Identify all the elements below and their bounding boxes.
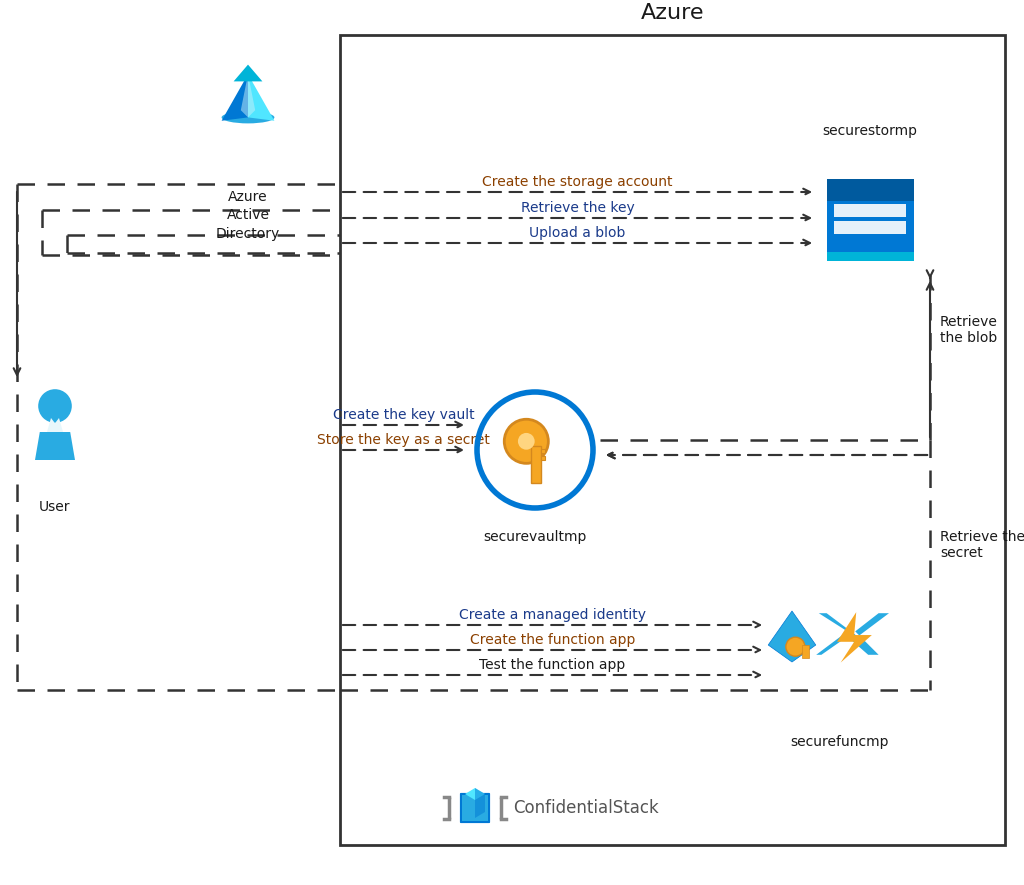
FancyBboxPatch shape (834, 204, 906, 217)
Text: User: User (39, 500, 71, 514)
FancyBboxPatch shape (834, 221, 906, 234)
Circle shape (785, 637, 805, 656)
Polygon shape (47, 418, 63, 432)
Text: Create the key vault: Create the key vault (333, 408, 474, 422)
Text: securestormp: securestormp (822, 124, 918, 138)
FancyBboxPatch shape (826, 252, 913, 260)
Circle shape (38, 389, 72, 423)
Text: Retrieve the key: Retrieve the key (520, 201, 635, 215)
Polygon shape (35, 432, 75, 460)
Text: securevaultmp: securevaultmp (483, 530, 587, 544)
Text: Azure
Active
Directory: Azure Active Directory (216, 190, 281, 241)
Text: Upload a blob: Upload a blob (529, 226, 626, 240)
Polygon shape (816, 613, 889, 655)
Text: Retrieve
the blob: Retrieve the blob (940, 315, 997, 345)
FancyBboxPatch shape (530, 446, 541, 483)
Text: Create the storage account: Create the storage account (482, 175, 673, 189)
Circle shape (518, 433, 535, 450)
FancyBboxPatch shape (541, 456, 546, 459)
Text: Store the key as a secret: Store the key as a secret (317, 433, 489, 447)
FancyBboxPatch shape (802, 645, 809, 658)
Ellipse shape (221, 112, 274, 123)
Polygon shape (241, 74, 255, 118)
Polygon shape (465, 788, 485, 800)
Polygon shape (837, 612, 871, 663)
Polygon shape (475, 788, 485, 818)
Text: Test the function app: Test the function app (479, 658, 626, 672)
Text: Create the function app: Create the function app (470, 633, 635, 647)
Text: Azure: Azure (641, 3, 705, 23)
Polygon shape (221, 74, 248, 120)
Text: Retrieve the
secret: Retrieve the secret (940, 530, 1024, 560)
Polygon shape (233, 65, 262, 81)
Text: ConfidentialStack: ConfidentialStack (513, 799, 658, 817)
FancyBboxPatch shape (541, 449, 546, 453)
FancyBboxPatch shape (461, 794, 489, 822)
Polygon shape (768, 611, 816, 662)
Text: securefuncmp: securefuncmp (791, 735, 889, 749)
FancyBboxPatch shape (826, 180, 913, 260)
Circle shape (504, 419, 548, 464)
Polygon shape (248, 74, 274, 120)
FancyBboxPatch shape (826, 180, 913, 202)
Text: Create a managed identity: Create a managed identity (459, 608, 646, 622)
